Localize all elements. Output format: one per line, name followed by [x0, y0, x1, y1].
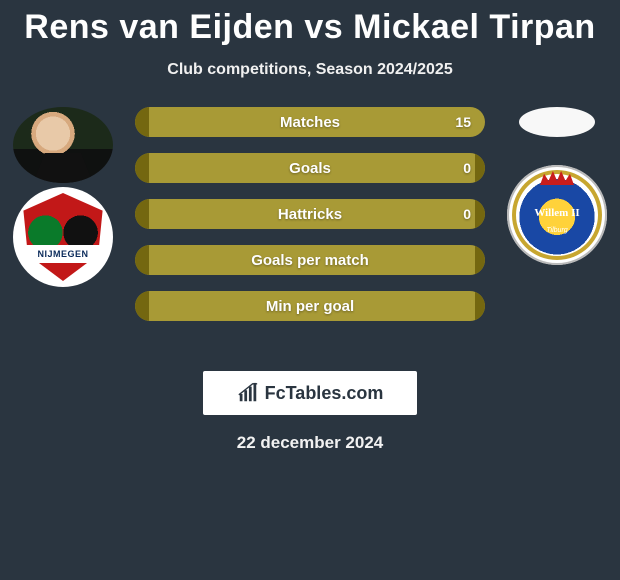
stat-value-right: 15: [455, 114, 471, 130]
club2-crest: Willem II Tilburg: [507, 165, 607, 265]
stat-fill-right: [475, 153, 486, 183]
stat-bar: Min per goal: [135, 291, 485, 321]
club1-crest: NIJMEGEN: [13, 187, 113, 287]
stat-bars: Matches 15 Goals 0 Hattricks 0 Goals per match…: [135, 107, 485, 321]
brand-text: FcTables.com: [265, 383, 384, 404]
date-text: 22 december 2024: [0, 433, 620, 453]
subtitle: Club competitions, Season 2024/2025: [0, 61, 620, 79]
stat-bar: Goals 0: [135, 153, 485, 183]
stat-label: Min per goal: [266, 298, 354, 315]
stat-fill-left: [135, 107, 149, 137]
stat-fill-left: [135, 291, 149, 321]
brand-badge: FcTables.com: [203, 371, 417, 415]
club1-name: NIJMEGEN: [23, 245, 103, 263]
stat-fill-right: [475, 199, 486, 229]
stat-bar: Goals per match: [135, 245, 485, 275]
player1-photo: [13, 107, 113, 183]
crown-icon: [540, 171, 574, 185]
player-left-column: NIJMEGEN: [8, 107, 118, 287]
club2-subname: Tilburg: [507, 227, 607, 234]
stat-label: Matches: [280, 114, 340, 131]
stat-fill-right: [475, 291, 486, 321]
player2-photo: [519, 107, 595, 137]
stat-value-right: 0: [463, 160, 471, 176]
player-right-column: Willem II Tilburg: [502, 107, 612, 265]
stat-label: Goals: [289, 160, 331, 177]
stat-fill-left: [135, 153, 149, 183]
chart-icon: [237, 382, 259, 404]
page-title: Rens van Eijden vs Mickael Tirpan: [0, 0, 620, 47]
stat-value-right: 0: [463, 206, 471, 222]
comparison-layout: NIJMEGEN Willem II Tilburg Matches 15 Goal…: [0, 107, 620, 347]
stat-bar: Hattricks 0: [135, 199, 485, 229]
stat-fill-left: [135, 245, 149, 275]
stat-bar: Matches 15: [135, 107, 485, 137]
stat-fill-right: [475, 245, 486, 275]
club2-name: Willem II: [507, 207, 607, 219]
stat-label: Hattricks: [278, 206, 342, 223]
stat-fill-left: [135, 199, 149, 229]
stat-label: Goals per match: [251, 252, 369, 269]
